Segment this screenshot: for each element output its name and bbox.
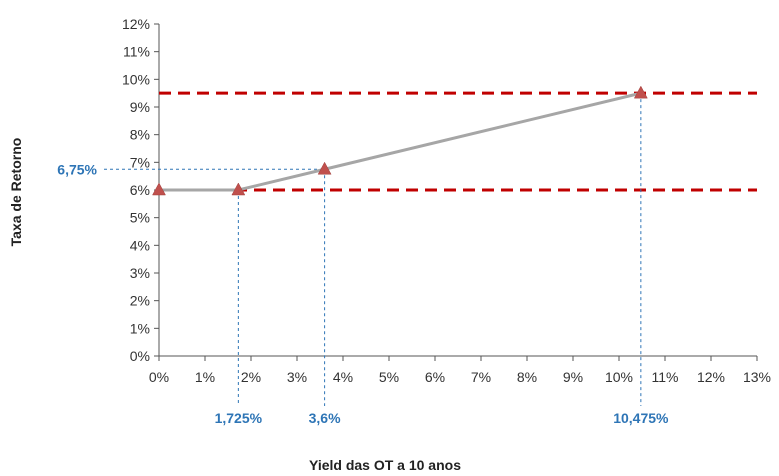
x-callout-label: 10,475% <box>613 410 669 426</box>
x-callout-label: 1,725% <box>215 410 263 426</box>
y-tick-label: 1% <box>130 320 150 336</box>
x-tick-label: 13% <box>743 369 771 385</box>
x-tick-label: 4% <box>333 369 353 385</box>
y-tick-label: 5% <box>130 210 150 226</box>
x-tick-label: 8% <box>517 369 537 385</box>
data-point-marker <box>633 85 648 99</box>
reference-lines <box>159 91 757 192</box>
y-tick-label: 4% <box>130 237 150 253</box>
x-tick-label: 0% <box>149 369 169 385</box>
data-point-marker <box>231 182 246 196</box>
x-axis-title: Yield das OT a 10 anos <box>309 457 461 473</box>
y-tick-label: 12% <box>122 16 150 32</box>
x-callout-label: 3,6% <box>309 410 341 426</box>
x-tick-label: 2% <box>241 369 261 385</box>
y-tick-label: 7% <box>130 154 150 170</box>
x-tick-label: 10% <box>605 369 633 385</box>
y-tick-label: 11% <box>123 44 150 60</box>
x-tick-label: 12% <box>697 369 725 385</box>
callout-labels: 1,725% 3,6% 10,475% 6,75% <box>57 161 669 426</box>
tick-labels: 0% 1% 2% 3% 4% 5% 6% 7% 8% 9% 10% 11% 12% 0% 1% 2% 3% 4% 5… <box>122 16 771 385</box>
x-tick-label: 5% <box>379 369 399 385</box>
y-tick-label: 0% <box>130 348 150 364</box>
x-tick-label: 7% <box>471 369 491 385</box>
axes <box>154 23 758 361</box>
x-tick-label: 6% <box>425 369 445 385</box>
y-tick-label: 8% <box>130 127 150 143</box>
y-callout-label: 6,75% <box>57 161 97 177</box>
guide-lines <box>104 93 642 406</box>
x-tick-label: 3% <box>287 369 307 385</box>
data-point-marker <box>317 161 332 175</box>
y-tick-label: 3% <box>130 265 150 281</box>
y-tick-label: 2% <box>130 293 150 309</box>
y-axis-title: Taxa de Retorno <box>8 138 24 247</box>
y-tick-label: 6% <box>130 182 150 198</box>
x-tick-label: 1% <box>195 369 215 385</box>
data-point-marker <box>152 182 166 196</box>
x-tick-label: 11% <box>652 369 679 385</box>
y-tick-label: 9% <box>130 99 150 115</box>
series <box>152 85 648 196</box>
y-tick-label: 10% <box>122 71 150 87</box>
x-tick-label: 9% <box>563 369 583 385</box>
series-line <box>159 91 642 192</box>
